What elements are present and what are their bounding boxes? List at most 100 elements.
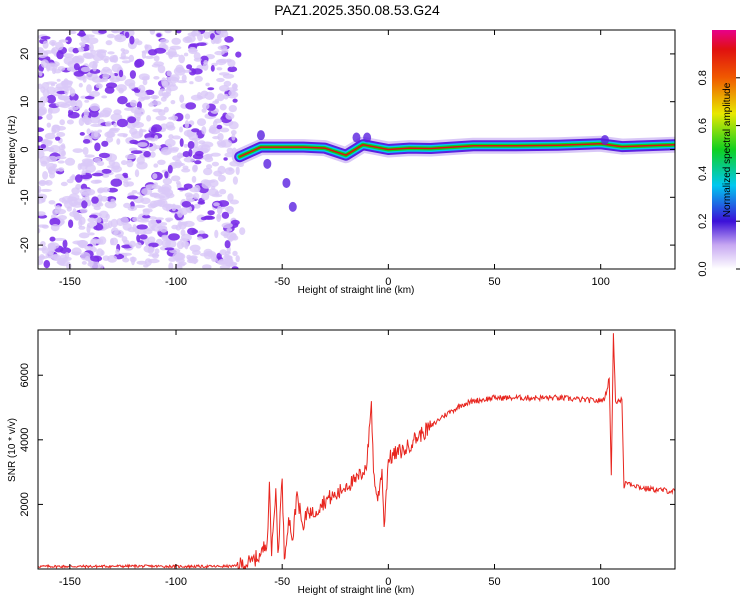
noise-blob [144, 44, 149, 50]
noise-blob [168, 262, 174, 269]
noise-blob [59, 119, 65, 126]
noise-blob [81, 261, 87, 265]
noise-blob [147, 203, 157, 209]
noise-blob [148, 219, 158, 229]
noise-blob [89, 109, 99, 118]
noise-blob [201, 108, 207, 113]
noise-blob [186, 64, 193, 70]
noise-blob [64, 252, 70, 259]
noise-blob [46, 94, 56, 104]
noise-blob [153, 55, 160, 62]
noise-blob [200, 216, 208, 221]
noise-blob [193, 164, 198, 172]
noise-blob [218, 72, 230, 76]
bottom-xtick-label: 100 [592, 576, 610, 588]
noise-blob [40, 241, 46, 247]
noise-blob [100, 195, 109, 202]
bottom-xtick-label: 50 [488, 576, 500, 588]
noise-blob [98, 30, 107, 34]
noise-blob [38, 227, 41, 234]
noise-blob [135, 40, 143, 46]
noise-blob [147, 236, 156, 244]
noise-blob [217, 93, 225, 102]
noise-blob [96, 217, 102, 223]
noise-blob [56, 50, 64, 60]
noise-blob [96, 160, 105, 166]
noise-blob [48, 200, 56, 205]
noise-blob [174, 252, 186, 261]
noise-blob [191, 128, 200, 133]
noise-blob [60, 181, 68, 187]
noise-blob [58, 148, 66, 157]
top-ytick-label: 0 [19, 146, 31, 152]
noise-blob [63, 56, 75, 65]
noise-blob [209, 125, 217, 134]
noise-blob [152, 173, 158, 180]
noise-blob [79, 162, 90, 167]
noise-blob [174, 162, 184, 167]
noise-blob [221, 261, 227, 265]
noise-blob [98, 210, 109, 219]
noise-blob [40, 86, 46, 93]
noise-blob [136, 260, 147, 265]
noise-blob [84, 99, 90, 103]
noise-blob [71, 201, 83, 208]
bottom-ytick-label: 2000 [19, 492, 31, 516]
noise-blob [147, 258, 160, 264]
noise-blob [88, 232, 95, 236]
noise-blob [181, 74, 187, 83]
noise-blob [142, 79, 148, 86]
noise-blob [231, 266, 239, 269]
noise-blob [121, 236, 128, 243]
colorbar-tick-label: 0.6 [697, 118, 709, 133]
noise-blob [197, 200, 206, 205]
noise-blob [149, 151, 156, 158]
top-ytick-label: 20 [19, 48, 31, 60]
noise-blob [164, 30, 172, 34]
top-xtick-label: -50 [274, 276, 290, 288]
noise-blob [55, 156, 67, 160]
noise-blob [212, 36, 222, 44]
noise-blob [89, 260, 101, 269]
noise-blob [38, 180, 49, 185]
noise-blob [147, 246, 154, 255]
noise-blob [59, 247, 72, 254]
noise-blob [101, 168, 112, 174]
noise-blob [153, 163, 159, 168]
noise-blob [217, 165, 226, 175]
signal-blob [288, 201, 297, 212]
noise-blob [157, 159, 166, 165]
noise-blob [134, 204, 146, 208]
noise-blob [216, 77, 225, 83]
noise-blob [57, 167, 65, 172]
noise-blob [102, 187, 110, 193]
noise-blob [153, 95, 158, 100]
noise-blob [178, 261, 187, 266]
noise-blob [220, 139, 233, 148]
colorbar-tick-label: 0.8 [697, 70, 709, 85]
noise-blob [159, 222, 168, 226]
noise-blob [129, 70, 136, 79]
noise-blob [180, 229, 186, 236]
noise-blob [116, 138, 121, 145]
noise-blob [105, 40, 113, 46]
noise-blob [201, 126, 207, 135]
noise-blob [95, 83, 102, 89]
noise-blob [179, 221, 189, 226]
noise-blob [72, 47, 80, 54]
signal-blob [363, 132, 372, 143]
noise-blob [235, 166, 240, 176]
noise-blob [62, 53, 74, 58]
noise-blob [41, 224, 49, 229]
noise-blob [228, 90, 236, 97]
noise-blob [162, 203, 172, 211]
noise-blob [49, 217, 61, 227]
noise-blob [154, 47, 166, 54]
noise-blob [138, 96, 145, 102]
noise-blob [229, 199, 239, 205]
noise-blob [161, 239, 171, 248]
noise-blob [218, 85, 230, 92]
noise-blob [160, 123, 168, 130]
noise-blob [75, 174, 83, 183]
